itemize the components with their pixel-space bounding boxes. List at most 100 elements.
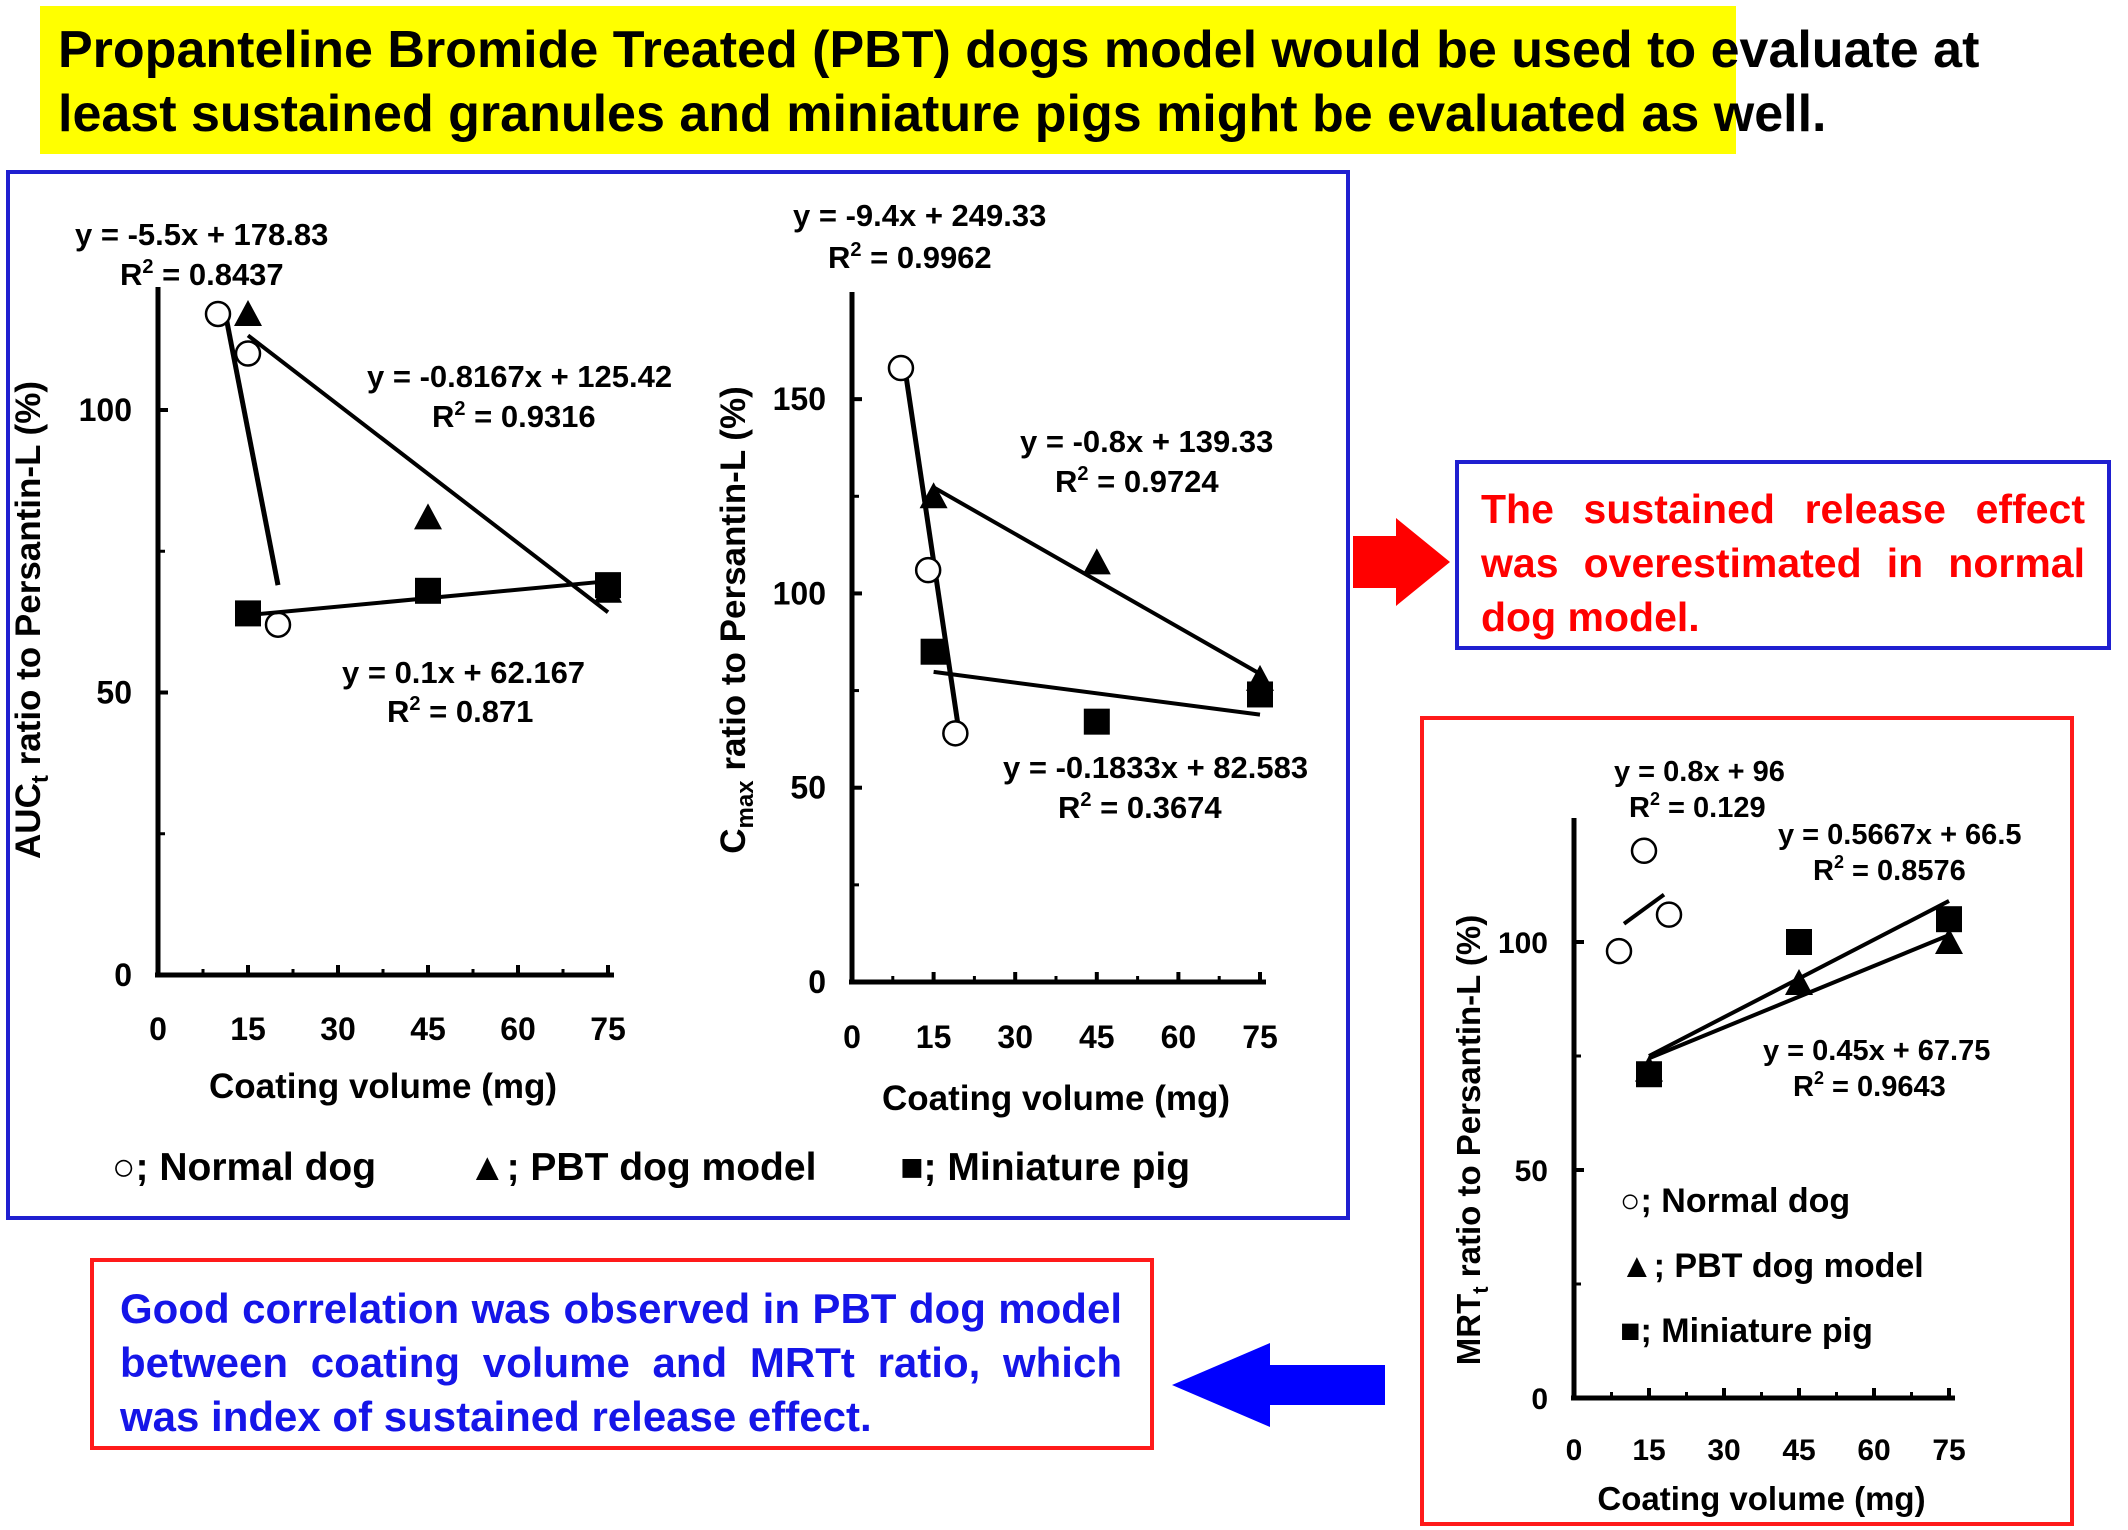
legend-pbt-dog: ▲; PBT dog model <box>468 1146 816 1189</box>
overestimated-note: The sustained release effect was overest… <box>1455 460 2111 650</box>
mrt-x-tick-label: 60 <box>1857 1434 1890 1467</box>
mrt-miniature-pig-point <box>1636 1061 1662 1088</box>
legend-mrt-normal-dog: ○; Normal dog <box>1620 1182 1850 1220</box>
cmax-x-tick-label: 75 <box>1242 1019 1278 1055</box>
mrt-y-tick-label: 50 <box>1515 1155 1548 1188</box>
mrt-pbt-dog-model-fit-line <box>1648 933 1950 1061</box>
cmax-miniature-pig-r-squared: R2 = 0.3674 <box>1058 789 1222 825</box>
auc-pbt-dog-model-point <box>414 503 442 530</box>
mrt-miniature-pig-point <box>1936 906 1962 933</box>
cmax-pbt-dog-model-r-squared: R2 = 0.9724 <box>1055 463 1219 499</box>
correlation-note: Good correlation was observed in PBT dog… <box>90 1258 1154 1450</box>
cmax-y-tick-label: 0 <box>808 964 826 1000</box>
mrt-x-tick-label: 45 <box>1782 1434 1815 1467</box>
mrt-x-tick-label: 0 <box>1566 1434 1583 1467</box>
auc-pbt-dog-model-point <box>234 299 262 326</box>
auc-y-tick-label: 50 <box>96 675 132 711</box>
mrt-x-tick-label: 30 <box>1707 1434 1740 1467</box>
red-arrow-right-icon <box>1353 518 1450 606</box>
cmax-pbt-dog-model-point <box>1082 548 1111 575</box>
auc-miniature-pig-point <box>595 572 621 599</box>
mrt-x-axis-label: Coating volume (mg) <box>1597 1480 1925 1517</box>
auc-miniature-pig-point <box>415 577 441 604</box>
mrt-chart: 0 15 30 45 60 75 0 50 100 Coating volume (mg) MRTt… <box>1450 756 2022 1517</box>
mrt-miniature-pig-equation: y = 0.5667x + 66.5 <box>1778 819 2022 851</box>
mrt-y-axis-label: MRTt ratio to Persantin-L (%) <box>1450 915 1493 1365</box>
mrt-normal-dog-fit-line <box>1622 892 1666 926</box>
mrt-normal-dog-equation: y = 0.8x + 96 <box>1614 756 1785 788</box>
auc-pbt-dog-model-equation: y = -0.8167x + 125.42 <box>367 359 672 394</box>
cmax-x-tick-label: 30 <box>997 1019 1033 1055</box>
cmax-pbt-dog-model-equation: y = -0.8x + 139.33 <box>1020 424 1273 459</box>
auc-x-tick-label: 45 <box>410 1011 446 1047</box>
auc-x-tick-label: 15 <box>230 1011 266 1047</box>
auc-miniature-pig-point <box>235 600 261 627</box>
cmax-miniature-pig-fit-line <box>933 669 1261 717</box>
cmax-pbt-dog-model-point <box>919 482 948 509</box>
cmax-pbt-dog-model-fit-line <box>932 485 1261 676</box>
auc-cmax-panel <box>6 170 1350 1220</box>
auc-x-axis-label: Coating volume (mg) <box>209 1067 557 1106</box>
mrt-pbt-dog-model-point <box>1935 928 1963 954</box>
cmax-miniature-pig-point <box>1247 681 1273 708</box>
auc-normal-dog-point <box>264 611 292 638</box>
auc-normal-dog-equation: y = -5.5x + 178.83 <box>75 217 328 252</box>
headline-line-2: least sustained granules and miniature p… <box>58 85 1827 143</box>
mrt-x-tick-label: 15 <box>1632 1434 1665 1467</box>
blue-arrow-left-icon <box>1172 1343 1385 1427</box>
cmax-chart: 0 15 30 45 60 75 0 50 100 150 Coating volume (mg) C… <box>714 198 1308 1118</box>
mrt-pbt-dog-model-point <box>1785 969 1813 996</box>
cmax-normal-dog-point <box>914 556 942 584</box>
auc-miniature-pig-equation: y = 0.1x + 62.167 <box>342 655 585 690</box>
cmax-miniature-pig-point <box>1083 708 1110 735</box>
cmax-normal-dog-point <box>942 720 969 747</box>
auc-chart: 0 15 30 45 60 75 0 50 100 Coating volume (mg) AUCt… <box>9 217 672 1106</box>
legend-mrt-miniature-pig: ■; Miniature pig <box>1620 1312 1873 1350</box>
legend-left: ○; Normal dog ▲; PBT dog model ■; Miniat… <box>112 1146 1190 1189</box>
overestimated-note-text: The sustained release effect was overest… <box>1481 486 2085 640</box>
auc-x-tick-label: 30 <box>320 1011 356 1047</box>
correlation-note-text: Good correlation was observed in PBT dog… <box>120 1285 1122 1440</box>
mrt-y-tick-label: 100 <box>1498 927 1548 960</box>
cmax-x-tick-label: 45 <box>1079 1019 1115 1055</box>
mrt-normal-dog-point <box>1655 901 1683 928</box>
auc-pbt-dog-model-r-squared: R2 = 0.9316 <box>432 398 596 434</box>
auc-x-tick-label: 0 <box>149 1011 167 1047</box>
headline-line-1: Propanteline Bromide Treated (PBT) dogs … <box>58 21 1980 79</box>
mrt-panel <box>1420 716 2074 1526</box>
mrt-miniature-pig-r-squared: R2 = 0.8576 <box>1813 852 1966 887</box>
mrt-miniature-pig-point <box>1786 929 1812 955</box>
mrt-normal-dog-point <box>1605 937 1633 965</box>
mrt-normal-dog-r-squared: R2 = 0.129 <box>1629 789 1766 824</box>
mrt-y-tick-label: 0 <box>1531 1383 1548 1416</box>
cmax-normal-dog-equation: y = -9.4x + 249.33 <box>793 198 1046 233</box>
auc-pbt-dog-model-fit-line <box>246 333 610 614</box>
cmax-y-axis-label: Cmax ratio to Persantin-L (%) <box>714 386 759 853</box>
mrt-x-tick-label: 75 <box>1932 1434 1965 1467</box>
cmax-x-axis-label: Coating volume (mg) <box>882 1079 1230 1118</box>
legend-miniature-pig: ■; Miniature pig <box>900 1146 1190 1189</box>
auc-miniature-pig-r-squared: R2 = 0.871 <box>387 693 533 729</box>
auc-y-tick-label: 0 <box>114 957 132 993</box>
auc-y-axis-label: AUCt ratio to Persantin-L (%) <box>9 381 54 859</box>
cmax-y-tick-label: 150 <box>773 381 826 417</box>
mrt-pbt-dog-model-equation: y = 0.45x + 67.75 <box>1763 1035 1990 1067</box>
auc-x-tick-label: 60 <box>500 1011 536 1047</box>
auc-normal-dog-r-squared: R2 = 0.8437 <box>120 256 284 292</box>
auc-normal-dog-fit-line <box>221 306 281 586</box>
auc-normal-dog-point <box>234 340 262 367</box>
legend-mrt-pbt-dog: ▲; PBT dog model <box>1620 1247 1924 1285</box>
mrt-normal-dog-point <box>1630 837 1658 865</box>
mrt-pbt-dog-model-r-squared: R2 = 0.9643 <box>1793 1068 1946 1103</box>
mrt-miniature-pig-fit-line <box>1648 899 1950 1058</box>
headline-banner: Propanteline Bromide Treated (PBT) dogs … <box>40 6 1980 154</box>
auc-y-tick-label: 100 <box>79 392 132 428</box>
auc-normal-dog-point <box>204 300 232 328</box>
cmax-normal-dog-r-squared: R2 = 0.9962 <box>828 239 992 275</box>
cmax-y-tick-label: 100 <box>773 575 826 611</box>
cmax-x-tick-label: 0 <box>843 1019 861 1055</box>
cmax-y-tick-label: 50 <box>790 770 826 806</box>
cmax-x-tick-label: 60 <box>1161 1019 1197 1055</box>
cmax-x-tick-label: 15 <box>916 1019 952 1055</box>
